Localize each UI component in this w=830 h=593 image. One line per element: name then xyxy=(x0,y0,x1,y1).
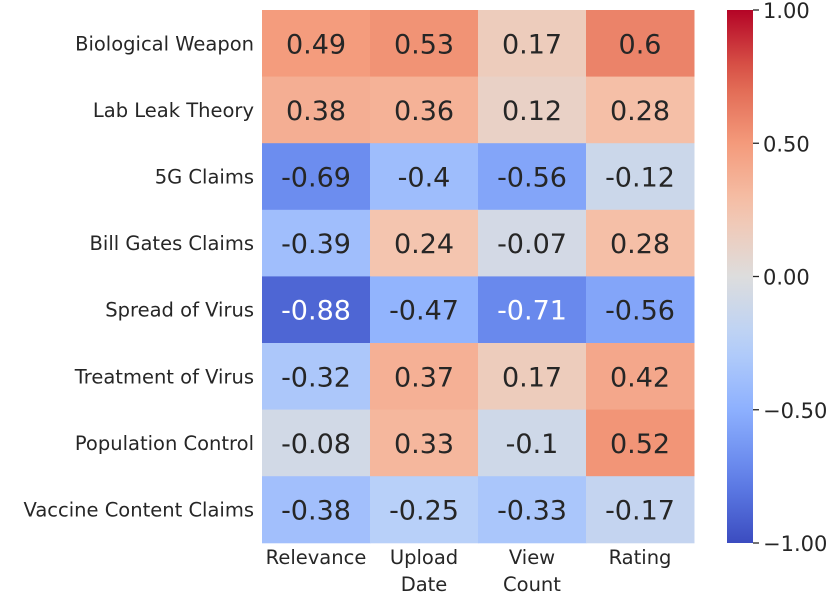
colorbar-ticks: 1.00 0.50 0.00 −0.50 −1.00 xyxy=(753,0,827,556)
cell-value-r5-c1: 0.37 xyxy=(394,362,454,393)
cell-r3-c3 xyxy=(586,209,695,277)
cell-r7-c2 xyxy=(478,476,587,544)
cell-r7-c3 xyxy=(586,476,695,544)
cell-r3-c0 xyxy=(262,209,371,277)
cell-r5-c3 xyxy=(586,343,695,411)
colorbar-tick-label-2: 0.00 xyxy=(763,266,810,290)
colorbar-gradient xyxy=(727,10,753,543)
cell-value-r6-c0: -0.08 xyxy=(281,429,351,460)
colorbar-tick-label-3: −0.50 xyxy=(763,399,827,423)
cell-r7-c1 xyxy=(370,476,479,544)
cell-value-r2-c2: -0.56 xyxy=(497,163,567,194)
column-label-2: View Count xyxy=(503,546,561,593)
cell-value-r2-c1: -0.4 xyxy=(398,163,451,194)
row-label-4: Spread of Virus xyxy=(105,299,254,322)
cell-r4-c1 xyxy=(370,276,479,344)
cell-value-r4-c1: -0.47 xyxy=(389,296,459,327)
cell-value-r0-c2: 0.17 xyxy=(502,29,562,60)
cell-value-r1-c3: 0.28 xyxy=(610,96,670,127)
cell-r2-c2 xyxy=(478,143,587,211)
cell-value-r3-c3: 0.28 xyxy=(610,229,670,260)
heatmap-cells: 0.49 0.53 0.17 0.6 0.38 0.36 0.12 0.28 -0.69 -0.4… xyxy=(262,10,695,544)
cell-r6-c3 xyxy=(586,409,695,477)
cell-value-r6-c1: 0.33 xyxy=(394,429,454,460)
cell-value-r2-c0: -0.69 xyxy=(281,163,351,194)
row-label-7: Vaccine Content Claims xyxy=(24,499,255,522)
cell-value-r7-c1: -0.25 xyxy=(389,496,459,527)
cell-r5-c0 xyxy=(262,343,371,411)
cell-value-r7-c3: -0.17 xyxy=(605,496,675,527)
cell-value-r7-c0: -0.38 xyxy=(281,496,351,527)
column-label-1: Upload Date xyxy=(390,546,458,593)
cell-value-r5-c2: 0.17 xyxy=(502,362,562,393)
colorbar-tick-label-4: −1.00 xyxy=(763,532,827,556)
cell-value-r3-c2: -0.07 xyxy=(497,229,567,260)
cell-value-r0-c1: 0.53 xyxy=(394,29,454,60)
cell-r2-c3 xyxy=(586,143,695,211)
cell-r5-c2 xyxy=(478,343,587,411)
cell-r0-c3 xyxy=(586,10,695,78)
cell-value-r6-c2: -0.1 xyxy=(506,429,559,460)
cell-value-r1-c1: 0.36 xyxy=(394,96,454,127)
cell-value-r3-c0: -0.39 xyxy=(281,229,351,260)
cell-r2-c0 xyxy=(262,143,371,211)
cell-value-r5-c3: 0.42 xyxy=(610,362,670,393)
cell-value-r4-c3: -0.56 xyxy=(605,296,675,327)
row-label-1: Lab Leak Theory xyxy=(93,99,254,122)
cell-value-r4-c2: -0.71 xyxy=(497,296,567,327)
cell-r1-c2 xyxy=(478,76,587,144)
cell-r0-c0 xyxy=(262,10,371,78)
cell-r3-c1 xyxy=(370,209,479,277)
cell-value-r3-c1: 0.24 xyxy=(394,229,454,260)
cell-r6-c0 xyxy=(262,409,371,477)
cell-r1-c0 xyxy=(262,76,371,144)
colorbar: 1.00 0.50 0.00 −0.50 −1.00 xyxy=(727,0,827,556)
colorbar-tick-label-1: 0.50 xyxy=(763,132,810,156)
cell-r7-c0 xyxy=(262,476,371,544)
colorbar-tick-label-0: 1.00 xyxy=(763,0,810,23)
cell-value-r0-c3: 0.6 xyxy=(619,29,662,60)
row-labels: Biological Weapon Lab Leak Theory 5G Claim… xyxy=(24,32,255,521)
cell-r2-c1 xyxy=(370,143,479,211)
cell-r1-c1 xyxy=(370,76,479,144)
column-labels: Relevance Upload Date View Count Rating xyxy=(266,546,672,593)
cell-value-r1-c2: 0.12 xyxy=(502,96,562,127)
row-label-6: Population Control xyxy=(75,432,254,455)
column-label-0: Relevance xyxy=(266,546,367,569)
cell-r1-c3 xyxy=(586,76,695,144)
cell-r4-c2 xyxy=(478,276,587,344)
cell-value-r1-c0: 0.38 xyxy=(286,96,346,127)
cell-value-r4-c0: -0.88 xyxy=(281,296,351,327)
cell-r5-c1 xyxy=(370,343,479,411)
cell-r0-c2 xyxy=(478,10,587,78)
cell-value-r6-c3: 0.52 xyxy=(610,429,670,460)
row-label-5: Treatment of Virus xyxy=(74,365,254,388)
cell-value-r2-c3: -0.12 xyxy=(605,163,675,194)
cell-value-r7-c2: -0.33 xyxy=(497,496,567,527)
cell-r6-c1 xyxy=(370,409,479,477)
row-label-3: Bill Gates Claims xyxy=(90,232,254,255)
cell-value-r0-c0: 0.49 xyxy=(286,29,346,60)
cell-r6-c2 xyxy=(478,409,587,477)
cell-r4-c0 xyxy=(262,276,371,344)
column-label-3: Rating xyxy=(609,546,672,569)
row-label-0: Biological Weapon xyxy=(75,32,254,55)
cell-r0-c1 xyxy=(370,10,479,78)
cell-value-r5-c0: -0.32 xyxy=(281,362,351,393)
cell-r4-c3 xyxy=(586,276,695,344)
row-label-2: 5G Claims xyxy=(155,166,254,189)
cell-r3-c2 xyxy=(478,209,587,277)
